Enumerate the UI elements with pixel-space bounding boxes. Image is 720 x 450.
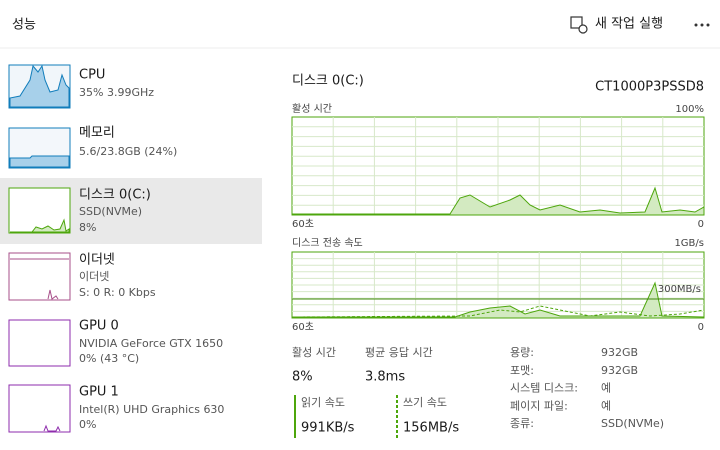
property-value: 예: [601, 399, 611, 412]
more-button[interactable]: [694, 23, 710, 27]
item-name: CPU: [79, 68, 105, 83]
item-detail: 5.6/23.8GB (24%): [79, 145, 177, 158]
sidebar-item[interactable]: 디스크 0(C:) SSD(NVMe) 8%: [8, 187, 151, 235]
stat-label: 활성 시간: [292, 345, 336, 359]
item-detail: 8%: [79, 221, 96, 234]
stat-value: 991KB/s: [301, 421, 355, 436]
item-detail: SSD(NVMe): [79, 205, 142, 218]
stat-value: 156MB/s: [403, 421, 459, 436]
item-detail: Intel(R) UHD Graphics 630: [79, 403, 224, 416]
dot: [700, 23, 704, 27]
activity-graph: [291, 186, 705, 216]
item-name: 메모리: [79, 126, 115, 141]
stat-label: 평균 응답 시간: [365, 346, 433, 359]
item-name: GPU 1: [79, 385, 119, 400]
property-label: 포맷:: [510, 364, 534, 377]
grid: [292, 117, 704, 215]
sidebar-item[interactable]: 메모리 5.6/23.8GB (24%): [8, 126, 177, 169]
chart-time: 60초: [292, 218, 314, 230]
thumbnail-graph: [9, 155, 70, 168]
property-value: 932GB: [601, 364, 638, 377]
dot: [694, 23, 698, 27]
item-name: 이더넷: [79, 253, 115, 268]
sidebar-item[interactable]: 이더넷 이더넷 S: 0 R: 0 Kbps: [8, 252, 156, 301]
sidebar-item[interactable]: GPU 1 Intel(R) UHD Graphics 630 0%: [8, 384, 224, 433]
run-task-button[interactable]: 새 작업 실행: [570, 16, 663, 34]
property-label: 페이지 파일:: [510, 398, 568, 412]
dot: [706, 23, 710, 27]
item-detail: 0% (43 °C): [79, 352, 139, 365]
item-name: GPU 0: [79, 319, 119, 334]
icon: [570, 16, 583, 29]
chart-label: 활성 시간: [292, 102, 332, 115]
item-detail: 0%: [79, 418, 96, 431]
chart-min: 0: [698, 219, 704, 230]
chart-max: 100%: [675, 104, 704, 115]
property-value: 932GB: [601, 346, 638, 359]
scale-marker-label: 300MB/s: [658, 284, 701, 295]
thumbnail-graph: [47, 289, 59, 300]
property-label: 종류:: [510, 417, 534, 430]
thumbnail-graph: [43, 424, 61, 432]
property-label: 시스템 디스크:: [510, 382, 578, 395]
thumbnail: [8, 187, 71, 234]
property-value: SSD(NVMe): [601, 417, 664, 430]
stat-value: 3.8ms: [365, 370, 405, 385]
write-graph: [291, 305, 705, 318]
icon: [578, 24, 588, 34]
property-label: 용량:: [510, 346, 534, 359]
page-title: 성능: [12, 18, 36, 33]
run-task-label: 새 작업 실행: [595, 16, 663, 32]
main-title: 디스크 0(C:): [292, 74, 364, 89]
chart-time: 60초: [292, 321, 314, 333]
thumbnail-graph: [10, 218, 70, 233]
item-detail: 이더넷: [79, 270, 109, 283]
item-name: 디스크 0(C:): [79, 188, 151, 203]
chart-max: 1GB/s: [674, 238, 704, 249]
thumbnail: [8, 384, 71, 433]
grid: [292, 252, 704, 318]
stat-label: 읽기 속도: [301, 396, 345, 409]
thumbnail-graph: [9, 64, 70, 108]
device-model: CT1000P3PSSD8: [595, 80, 704, 95]
thumbnail: [8, 319, 71, 367]
thumbnail: [8, 252, 71, 301]
stat-label: 쓰기 속도: [403, 396, 447, 409]
sidebar-item[interactable]: CPU 35% 3.99GHz: [8, 64, 154, 109]
sidebar-item[interactable]: GPU 0 NVIDIA GeForce GTX 1650 0% (43 °C): [8, 319, 223, 367]
item-detail: NVIDIA GeForce GTX 1650: [79, 337, 223, 350]
item-detail: S: 0 R: 0 Kbps: [79, 286, 156, 299]
chart-min: 0: [698, 322, 704, 333]
read-graph: [291, 281, 705, 319]
item-detail: 35% 3.99GHz: [79, 86, 154, 99]
property-value: 예: [601, 382, 611, 395]
chart-label: 디스크 전송 속도: [292, 237, 363, 249]
stat-value: 8%: [292, 370, 313, 385]
